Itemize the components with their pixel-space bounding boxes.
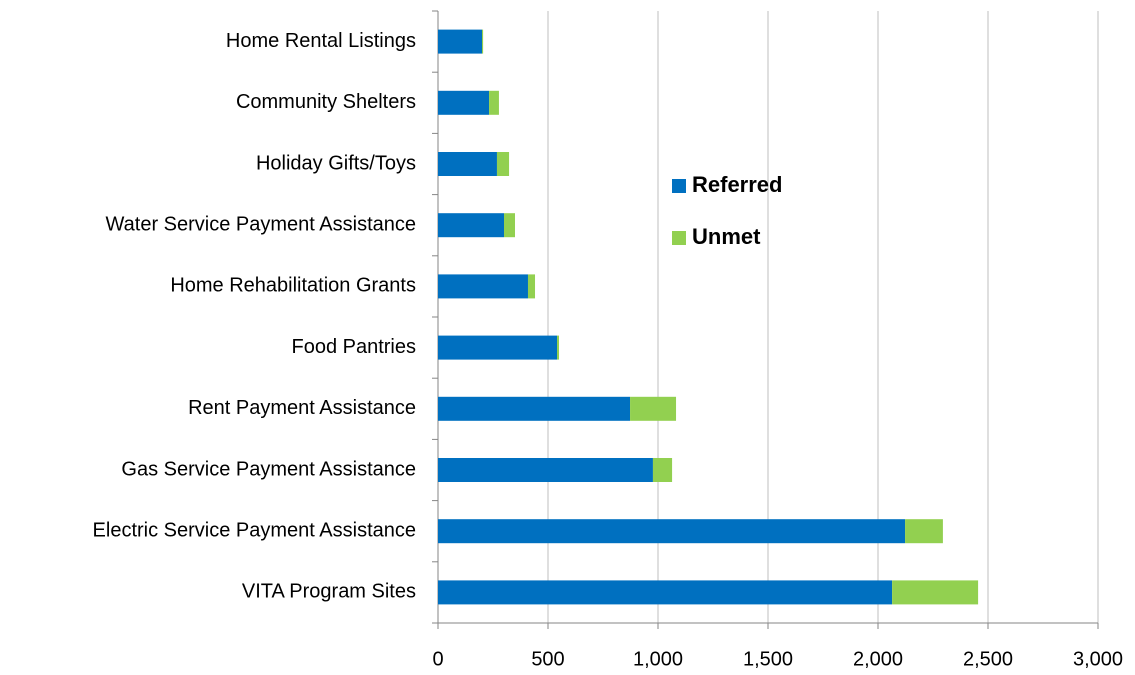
bar-segment bbox=[438, 90, 490, 115]
bar-segment bbox=[438, 274, 528, 299]
legend-label: Referred bbox=[692, 172, 782, 197]
bar-segment bbox=[438, 519, 906, 544]
y-tick-label: Water Service Payment Assistance bbox=[106, 213, 417, 235]
bar-segment bbox=[438, 29, 482, 54]
x-tick-label: 3,000 bbox=[1073, 648, 1123, 670]
bar-segment bbox=[438, 580, 893, 605]
x-tick-label: 2,000 bbox=[853, 648, 903, 670]
y-tick-label: Home Rehabilitation Grants bbox=[170, 275, 416, 297]
y-tick-label: Electric Service Payment Assistance bbox=[93, 519, 416, 541]
bar-segment bbox=[504, 213, 515, 238]
bar-segment bbox=[652, 458, 673, 482]
bar-segment bbox=[438, 152, 497, 176]
y-tick-label: Home Rental Listings bbox=[226, 30, 416, 52]
bar-segment bbox=[892, 580, 979, 605]
y-tick-label: VITA Program Sites bbox=[242, 581, 416, 603]
legend-swatch bbox=[672, 179, 686, 193]
x-tick-label: 2,500 bbox=[963, 648, 1013, 670]
y-tick-label: Food Pantries bbox=[291, 336, 416, 358]
bar-segment bbox=[905, 519, 943, 544]
x-tick-label: 1,000 bbox=[633, 648, 683, 670]
bar-segment bbox=[482, 29, 484, 54]
bar-segment bbox=[438, 458, 653, 482]
y-tick-label: Community Shelters bbox=[236, 91, 416, 113]
legend-swatch bbox=[672, 231, 686, 245]
bar-segment bbox=[438, 335, 558, 360]
bar-segment bbox=[438, 213, 504, 238]
x-tick-label: 500 bbox=[531, 648, 564, 670]
y-tick-label: Holiday Gifts/Toys bbox=[256, 152, 416, 174]
bar-segment bbox=[527, 274, 536, 299]
bar-segment bbox=[630, 396, 677, 421]
y-tick-label: Gas Service Payment Assistance bbox=[121, 458, 416, 480]
bar-segment bbox=[496, 152, 510, 176]
x-tick-label: 0 bbox=[432, 648, 443, 670]
bar-segment bbox=[438, 396, 631, 421]
bar-segment bbox=[489, 90, 499, 115]
x-tick-label: 1,500 bbox=[743, 648, 793, 670]
legend-label: Unmet bbox=[692, 224, 761, 249]
bar-segment bbox=[557, 335, 559, 360]
y-tick-label: Rent Payment Assistance bbox=[188, 397, 416, 419]
